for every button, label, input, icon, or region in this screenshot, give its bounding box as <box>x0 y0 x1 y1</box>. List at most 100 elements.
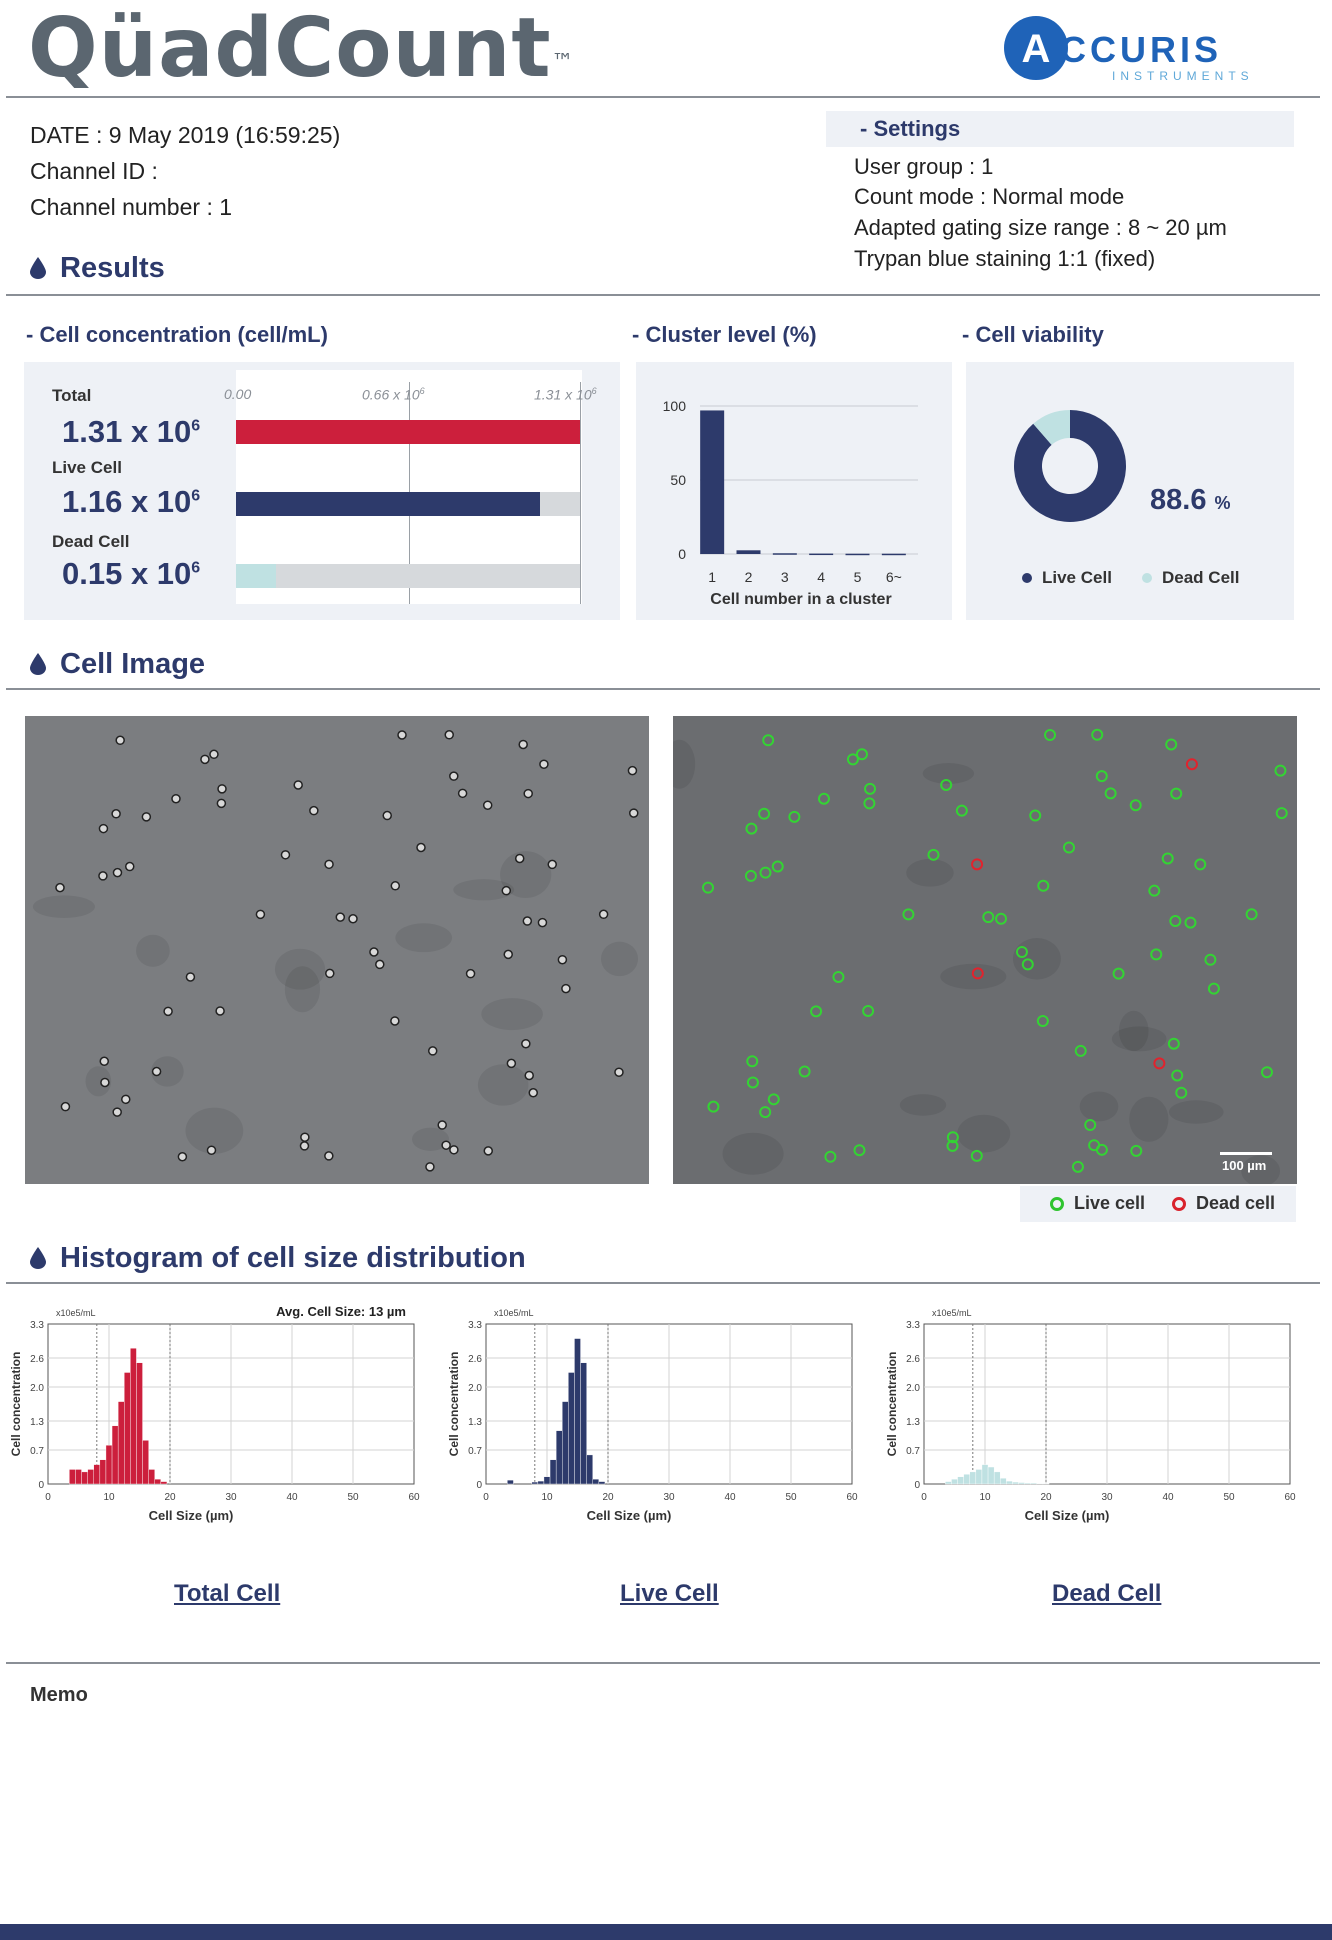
hist-bar <box>987 1466 995 1485</box>
live-cell-marker <box>1084 1119 1097 1132</box>
hist-ytick: 2.6 <box>906 1354 920 1365</box>
hist-bar <box>543 1476 551 1485</box>
image-smudge <box>1012 938 1061 980</box>
hist-ytick: 0 <box>476 1480 482 1491</box>
scale-bar-label: 100 µm <box>1222 1158 1267 1173</box>
hist-xtick: 0 <box>483 1492 489 1503</box>
concentration-endline <box>580 382 581 604</box>
hist-bar <box>124 1372 131 1485</box>
concentration-bar-track <box>236 564 580 588</box>
hist-bar <box>957 1476 964 1485</box>
hist-ytick: 0 <box>38 1480 44 1491</box>
cell <box>115 735 125 746</box>
hist-bar <box>592 1478 600 1485</box>
live-cell-marker <box>970 1149 983 1162</box>
cell <box>598 909 609 920</box>
cluster-bar <box>736 550 761 554</box>
live-cell-marker <box>762 734 775 747</box>
hist-xtick: 20 <box>1040 1492 1052 1503</box>
live-cell-marker <box>832 970 845 983</box>
live-label: Live Cell <box>52 458 122 477</box>
hist-bar <box>945 1481 952 1485</box>
cell <box>369 947 379 957</box>
live-cell-marker <box>1170 787 1183 800</box>
hist-xtick: 50 <box>347 1492 359 1503</box>
concentration-title: - Cell concentration (cell/mL) <box>26 322 328 347</box>
hist-bar <box>963 1474 970 1485</box>
live-cell-marker <box>982 911 995 924</box>
live-cell-marker <box>1063 841 1076 854</box>
live-cell-marker <box>1207 982 1220 995</box>
cell <box>427 1046 438 1056</box>
viability-donut <box>1014 410 1126 522</box>
live-cell-marker <box>1260 1066 1273 1079</box>
cell <box>483 1146 494 1156</box>
cell <box>98 871 108 881</box>
total-value: 1.31 x 106 <box>62 414 201 449</box>
cell <box>628 808 639 818</box>
divider <box>6 688 1320 690</box>
hist-bar <box>507 1479 514 1485</box>
cell <box>528 1088 539 1098</box>
hist-bar <box>117 1401 125 1485</box>
cell <box>449 771 459 781</box>
hist-xtick: 30 <box>663 1492 675 1503</box>
hist-xtick: 20 <box>602 1492 614 1503</box>
cell <box>185 972 196 982</box>
hist-ytick: 0.7 <box>30 1446 44 1457</box>
hist-bar <box>154 1478 162 1485</box>
hist-bar <box>969 1471 977 1485</box>
live-cell-marker <box>1037 879 1050 892</box>
axis-tick: 0.00 <box>224 386 252 402</box>
cell <box>482 800 493 810</box>
axis-tick: 1.31 x 106 <box>534 386 597 403</box>
cell <box>216 798 227 809</box>
cluster-bar <box>881 553 906 556</box>
cluster-chart: 100 50 0 1 2 3 4 5 6~ Cell number in a cluster <box>663 398 918 608</box>
live-cell-marker <box>855 748 868 761</box>
hist-ytick: 3.3 <box>30 1320 44 1331</box>
hist-bar <box>562 1401 569 1485</box>
live-cell-marker <box>955 804 968 817</box>
hist-xtick: 40 <box>724 1492 736 1503</box>
hist-bar <box>951 1478 958 1485</box>
hist-xtick: 0 <box>921 1492 927 1503</box>
live-cell-marker <box>1275 807 1288 820</box>
cluster-xtick: 5 <box>854 569 862 585</box>
histogram-total: 3.3 2.6 2.0 1.3 0.7 00 10 20 30 40 50 60 x10e5/mL Cel… <box>9 1304 420 1523</box>
live-cell-marker <box>1175 1086 1188 1099</box>
live-cell-marker <box>1021 958 1034 971</box>
setting-count-mode: Count mode : Normal mode <box>854 184 1125 209</box>
cell <box>501 885 512 896</box>
hist-ytick: 1.3 <box>468 1417 482 1428</box>
divider <box>6 96 1320 98</box>
live-cell-marker <box>927 848 940 861</box>
image-smudge <box>395 923 453 953</box>
image-smudge <box>1118 1010 1149 1052</box>
viability-legend-live: Live Cell <box>1022 568 1112 588</box>
hist-bar <box>1030 1482 1038 1485</box>
dead-cell-marker <box>1153 1057 1166 1070</box>
hist-xtick: 40 <box>1162 1492 1174 1503</box>
live-cell-marker <box>1245 908 1258 921</box>
live-cell-marker <box>1095 1143 1108 1156</box>
cell <box>98 823 109 834</box>
dead-cell-marker <box>971 967 984 980</box>
cell-image-heading: Cell Image <box>30 648 205 681</box>
dead-cell-marker <box>1185 758 1198 771</box>
live-cell-marker <box>810 1005 823 1018</box>
image-smudge <box>1111 1026 1167 1052</box>
drop-icon <box>30 1247 46 1269</box>
hist-unit-label: x10e5/mL <box>494 1308 534 1318</box>
scale-bar <box>1220 1152 1272 1155</box>
hist-xtick: 10 <box>979 1492 991 1503</box>
hist-bar <box>568 1372 575 1485</box>
hist-bar <box>531 1481 539 1485</box>
channel-number: Channel number : 1 <box>30 194 233 220</box>
cell <box>335 912 346 922</box>
hist-bar <box>586 1454 593 1485</box>
hist-ylabel: Cell concentration <box>885 1352 899 1457</box>
image-smudge <box>500 851 552 899</box>
live-cell-marker <box>1071 1160 1084 1173</box>
hist-bar <box>598 1481 606 1485</box>
